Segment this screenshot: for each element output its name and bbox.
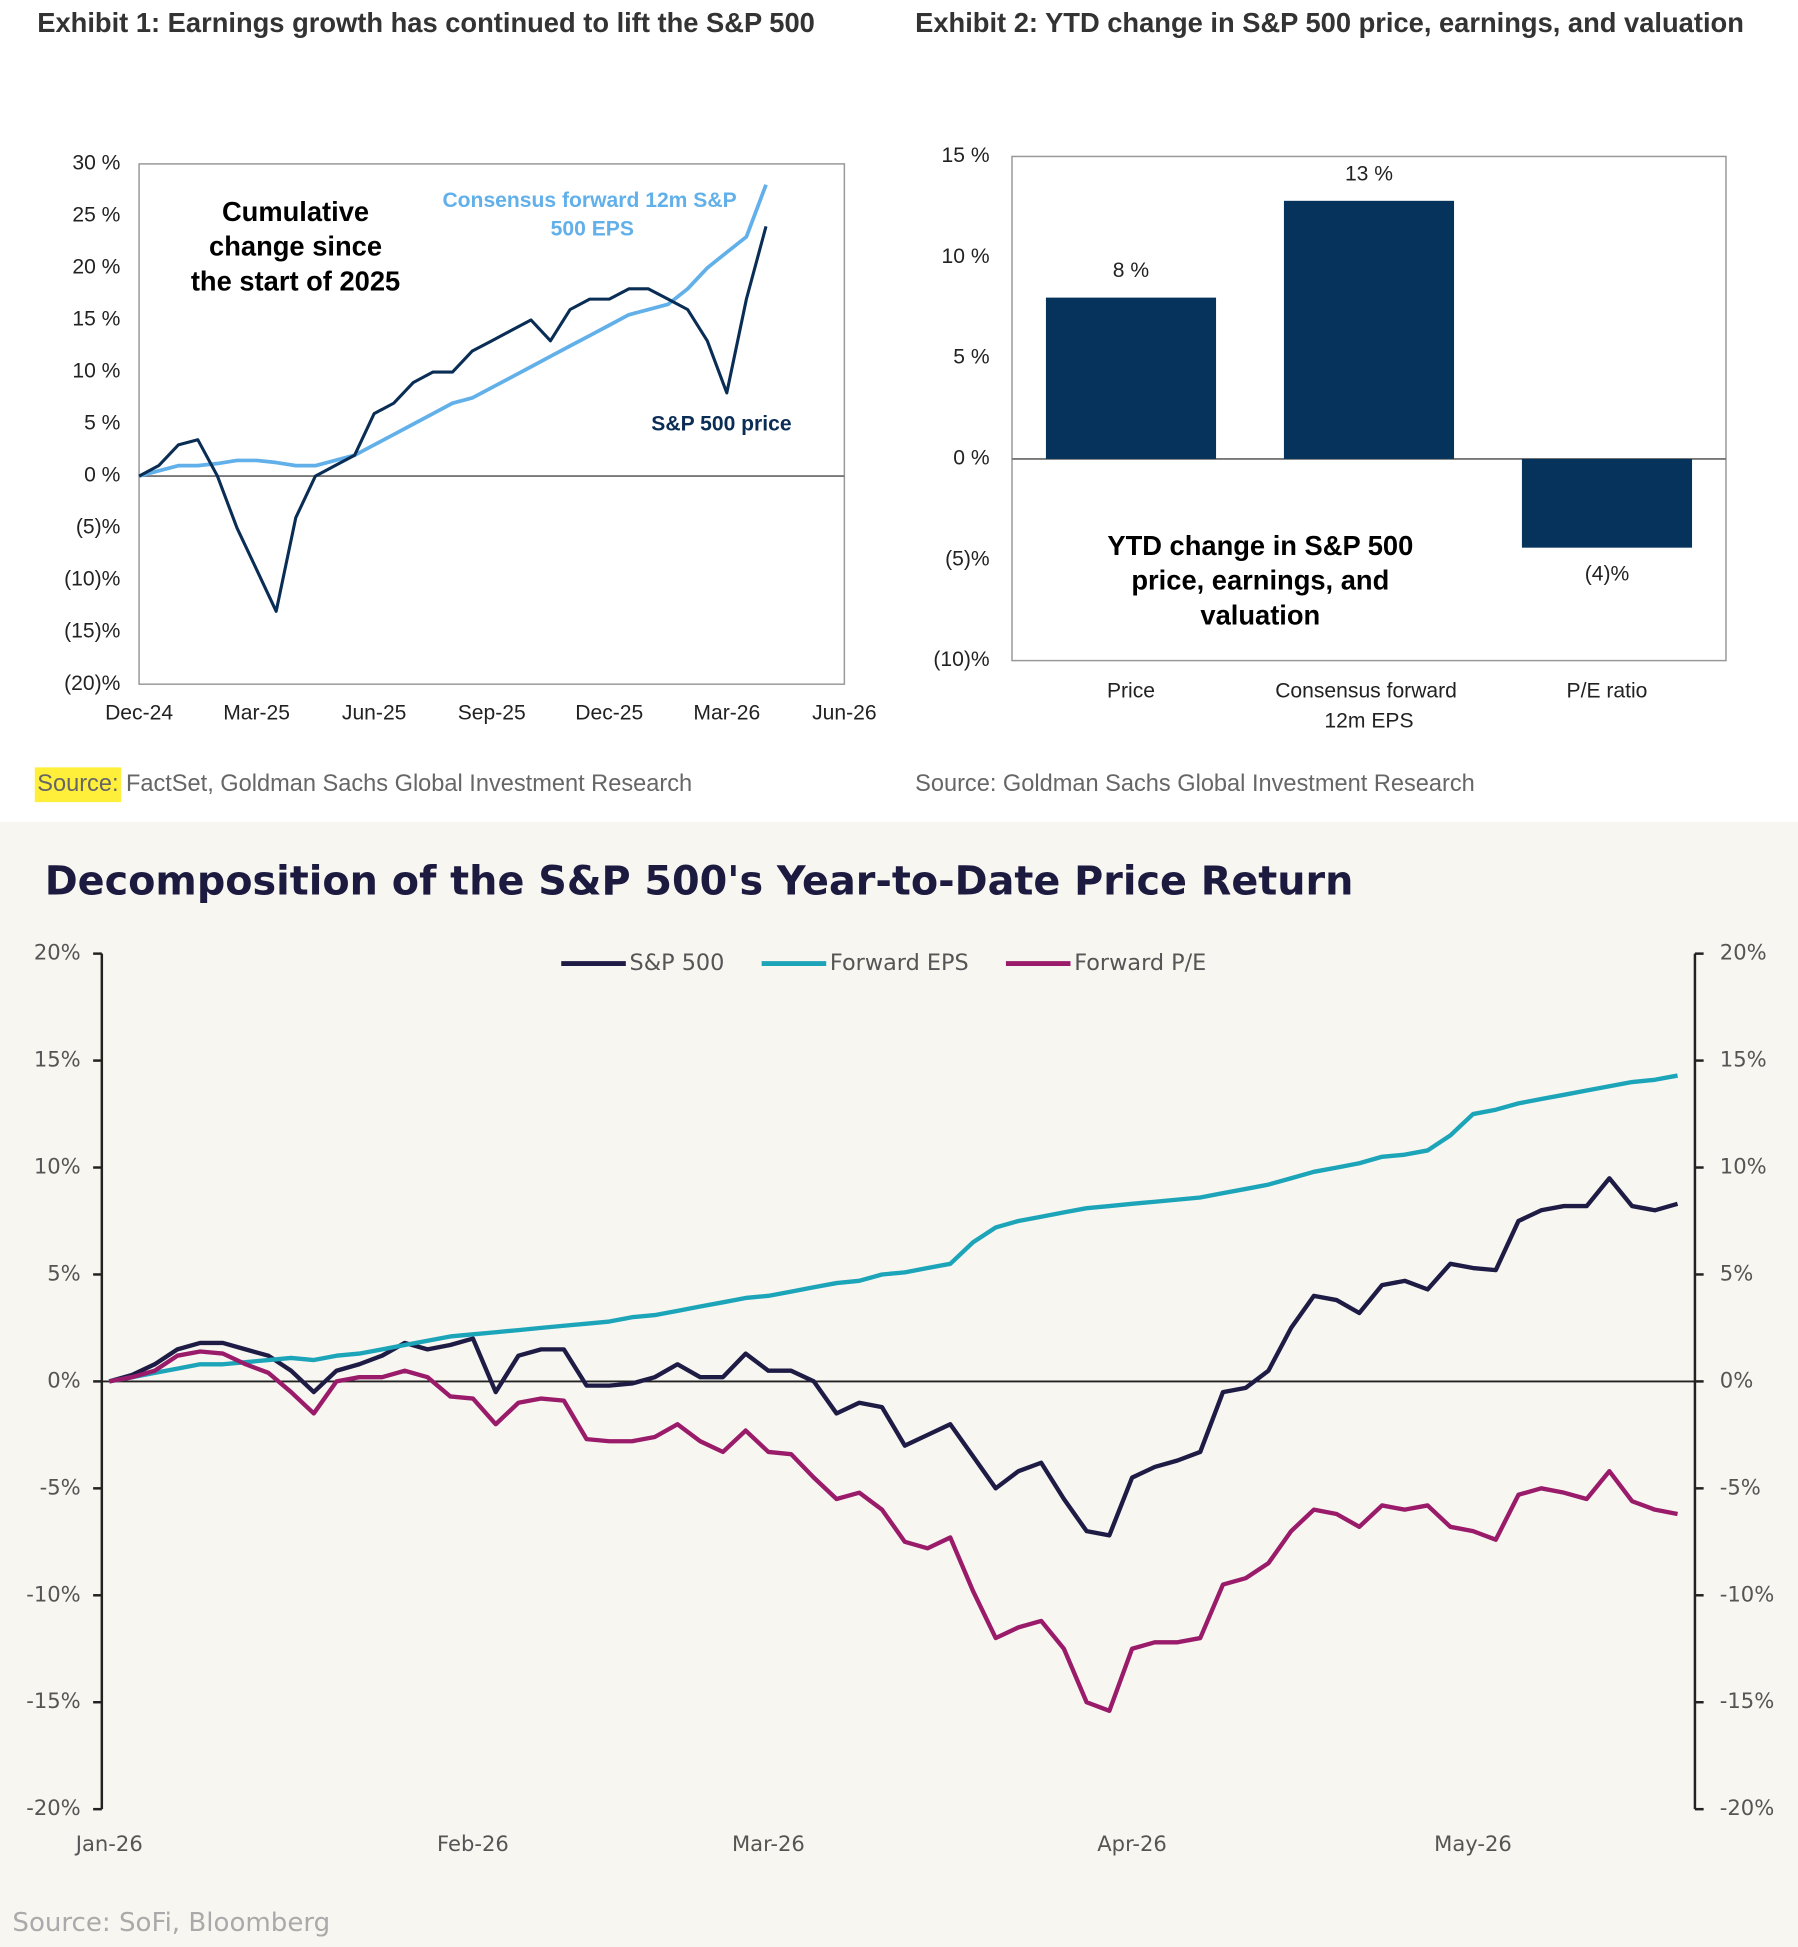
- y2-tick-label: 10%: [1720, 1154, 1767, 1179]
- series-line: [108, 1176, 1679, 1538]
- source-text: Source: SoFi, Bloomberg: [12, 1908, 330, 1938]
- y-tick-label: 15 %: [942, 144, 990, 167]
- panel-background: [0, 822, 1798, 1947]
- series-label: S&P 500 price: [651, 412, 792, 435]
- x-tick-label: Mar-25: [223, 702, 290, 725]
- legend-label: Forward EPS: [830, 950, 969, 976]
- y-tick-label: (10)%: [64, 568, 120, 591]
- y-tick-label: 10%: [34, 1154, 81, 1179]
- legend-label: S&P 500: [630, 950, 725, 976]
- y2-tick-label: 20%: [1720, 940, 1767, 965]
- y-tick-label: -15%: [26, 1688, 81, 1713]
- y-tick-label: 0 %: [953, 447, 989, 470]
- y2-tick-label: -15%: [1720, 1688, 1775, 1713]
- y2-tick-label: 5%: [1720, 1260, 1753, 1285]
- y-tick-label: 0 %: [84, 464, 120, 487]
- y2-tick-label: -5%: [1720, 1474, 1761, 1499]
- y-tick-label: 0%: [47, 1367, 80, 1392]
- y-tick-label: (5)%: [76, 516, 121, 539]
- y-tick-label: 25 %: [72, 204, 120, 227]
- y-tick-label: (20)%: [64, 672, 120, 695]
- annotation: YTD change in S&P 500: [1107, 530, 1413, 561]
- annotation: change since: [209, 231, 382, 262]
- legend-label: Forward P/E: [1074, 950, 1206, 976]
- annotation: valuation: [1200, 599, 1320, 630]
- x-tick-label: Mar-26: [732, 1831, 805, 1856]
- bar: [1045, 297, 1217, 459]
- y-tick-label: (5)%: [945, 547, 990, 570]
- x-tick-label: Jan-26: [74, 1831, 143, 1856]
- value-label: 13 %: [1345, 162, 1393, 185]
- y-tick-label: 20 %: [72, 256, 120, 279]
- annotation: Cumulative: [222, 196, 369, 227]
- chart-title: Decomposition of the S&P 500's Year-to-D…: [45, 859, 1354, 905]
- y-tick-label: 5%: [47, 1260, 80, 1285]
- series-line: [108, 1349, 1678, 1713]
- y2-tick-label: -20%: [1720, 1795, 1775, 1820]
- chart-title: Exhibit 2: YTD change in S&P 500 price, …: [915, 7, 1744, 38]
- series-line: [108, 1073, 1678, 1384]
- source-text: FactSet, Goldman Sachs Global Investment…: [126, 770, 692, 796]
- y-tick-label: -20%: [26, 1795, 81, 1820]
- x-tick-label: Jun-26: [812, 702, 876, 725]
- plot-frame: [1011, 155, 1727, 662]
- x-tick-label: May-26: [1434, 1831, 1512, 1856]
- y-tick-label: 30 %: [72, 151, 120, 174]
- plot-frame: [138, 163, 846, 685]
- x-tick-label: Sep-25: [458, 702, 526, 725]
- bar: [1283, 200, 1455, 459]
- y2-tick-label: 15%: [1720, 1047, 1767, 1072]
- y-tick-label: -5%: [40, 1474, 81, 1499]
- x-tick-label: Dec-24: [105, 702, 173, 725]
- y2-tick-label: -10%: [1720, 1581, 1775, 1606]
- series-line: [138, 225, 768, 613]
- value-label: 8 %: [1113, 259, 1149, 282]
- x-tick-label: Jun-25: [342, 702, 407, 725]
- series-line: [138, 184, 768, 478]
- x-tick-label: Price: [1107, 679, 1155, 702]
- y-tick-label: -10%: [26, 1581, 81, 1606]
- x-tick-label: Consensus forward 12m EPS: [1275, 679, 1463, 732]
- x-tick-label: Mar-26: [693, 702, 760, 725]
- y-tick-label: (10)%: [933, 648, 989, 671]
- annotation: the start of 2025: [191, 265, 400, 296]
- y-tick-label: 10 %: [942, 245, 990, 268]
- value-label: (4)%: [1585, 563, 1630, 586]
- bar: [1521, 458, 1693, 548]
- y-tick-label: 15%: [34, 1047, 81, 1072]
- x-tick-label: P/E ratio: [1567, 679, 1648, 702]
- x-tick-label: Apr-26: [1097, 1831, 1167, 1856]
- y-tick-label: 5 %: [953, 346, 989, 369]
- y-tick-label: 10 %: [72, 360, 120, 383]
- y2-tick-label: 0%: [1720, 1367, 1753, 1392]
- y-tick-label: (15)%: [64, 620, 120, 643]
- source-label: Source:: [37, 770, 118, 796]
- y-tick-label: 20%: [34, 940, 81, 965]
- x-tick-label: Feb-26: [437, 1831, 509, 1856]
- series-label: Consensus forward 12m S&P 500 EPS: [442, 189, 742, 241]
- x-tick-label: Dec-25: [575, 702, 643, 725]
- annotation: price, earnings, and: [1131, 565, 1389, 596]
- source-text: Source: Goldman Sachs Global Investment …: [915, 770, 1475, 796]
- y-tick-label: 15 %: [72, 308, 120, 331]
- highlight: [34, 767, 122, 803]
- chart-title: Exhibit 1: Earnings growth has continued…: [37, 7, 815, 38]
- y-tick-label: 5 %: [84, 412, 120, 435]
